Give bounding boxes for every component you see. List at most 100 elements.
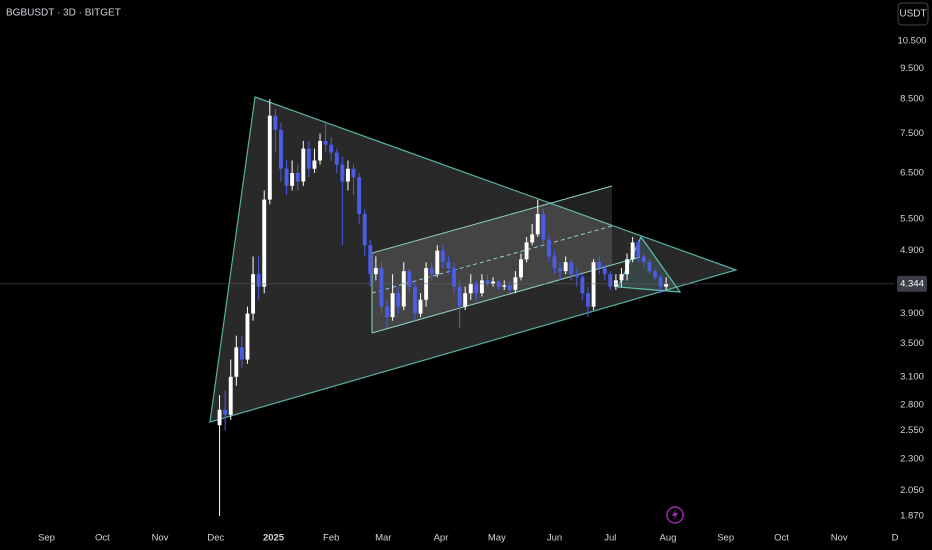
x-tick-label: Apr: [434, 533, 449, 544]
candle-body: [519, 259, 523, 278]
plot: [217, 99, 669, 516]
y-tick-label: 9.500: [900, 63, 924, 74]
candle-body: [457, 286, 462, 307]
x-tick-label: Oct: [95, 533, 110, 544]
candle-body: [647, 262, 652, 272]
candle-body: [290, 172, 295, 186]
x-tick-label: Nov: [831, 533, 848, 544]
x-tick-label: 2025: [263, 533, 285, 544]
candle-body: [586, 293, 590, 307]
last-price-label: 4.344: [900, 278, 924, 289]
y-tick-label: 8.500: [900, 94, 924, 105]
candle-body: [569, 262, 574, 275]
y-tick-label: 1.870: [900, 510, 924, 521]
candle-body: [340, 164, 345, 182]
x-tick-label: Jun: [547, 533, 562, 544]
y-tick-label: 3.900: [900, 308, 924, 319]
channel-upper: [371, 185, 613, 254]
candle-body: [334, 152, 339, 165]
candle-body: [223, 409, 228, 415]
y-tick-label: 7.500: [900, 128, 924, 139]
y-tick-label: 2.300: [900, 453, 924, 464]
candle-body: [429, 268, 434, 275]
candle-body: [357, 177, 362, 214]
candle-body: [653, 271, 657, 278]
candle-body: [591, 262, 596, 307]
candle-body: [625, 259, 630, 275]
candle-body: [541, 213, 546, 240]
x-tick-label: May: [488, 533, 506, 544]
lightning-icon[interactable]: [666, 506, 684, 524]
y-tick-label: 3.100: [900, 371, 924, 382]
candle-body: [552, 256, 557, 269]
candle-body: [368, 245, 373, 275]
x-tick-label: Feb: [323, 533, 339, 544]
x-tick-label: D: [892, 533, 899, 544]
candle-body: [641, 256, 646, 263]
candle-body: [279, 129, 283, 169]
channel-area: [372, 186, 612, 333]
candle-body: [323, 140, 328, 145]
candle-body: [306, 148, 311, 169]
candle-body: [312, 160, 317, 169]
y-tick-label: 2.800: [900, 399, 924, 410]
candle-body: [385, 306, 389, 318]
candle-body: [574, 274, 579, 278]
candle-body: [273, 115, 278, 130]
candle-body: [362, 213, 367, 246]
candle-body: [513, 277, 518, 290]
x-tick-label: Jul: [604, 533, 616, 544]
x-tick-label: Mar: [375, 533, 391, 544]
currency-button[interactable]: USDT: [897, 2, 929, 26]
candle-body: [613, 280, 618, 287]
candle-body: [396, 293, 401, 307]
currency-label[interactable]: USDT: [899, 9, 926, 20]
candle-body: [256, 274, 261, 287]
candle-body: [491, 281, 496, 284]
candle-body: [262, 199, 267, 287]
candle-body: [535, 213, 540, 235]
x-tick-label: Aug: [660, 533, 677, 544]
candle-body: [407, 271, 412, 287]
x-tick-label: Sep: [38, 533, 55, 544]
y-tick-label: 10.500: [897, 35, 926, 46]
candle-body: [329, 144, 334, 153]
candle-body: [217, 409, 222, 426]
icon-bolt[interactable]: [672, 509, 678, 521]
x-tick-label: Dec: [207, 533, 224, 544]
candle-body: [440, 250, 445, 263]
x-tick-label: Nov: [152, 533, 169, 544]
y-tick-label: 2.050: [900, 485, 924, 496]
candle-body: [558, 268, 563, 272]
candle-body: [239, 347, 244, 360]
candle-body: [524, 242, 529, 260]
y-tick-label: 3.500: [900, 338, 924, 349]
y-tick-label: 2.550: [900, 425, 924, 436]
candle-body: [546, 239, 551, 257]
candle-body: [664, 283, 669, 287]
candle-body: [245, 313, 250, 360]
candle-body: [468, 283, 473, 294]
candle-body: [636, 242, 641, 257]
last-price-box: [897, 275, 927, 292]
candle-body: [658, 277, 663, 287]
candle-body: [267, 115, 272, 200]
button-frame[interactable]: [897, 2, 929, 26]
icon-ring[interactable]: [666, 506, 684, 524]
candle-body: [379, 268, 384, 307]
y-tick-label: 5.500: [900, 213, 924, 224]
candle-body: [530, 234, 535, 243]
candle-body: [284, 168, 289, 186]
candle-body: [630, 242, 635, 260]
candle-body: [373, 268, 378, 275]
candle-body: [446, 262, 451, 269]
candle-body: [390, 293, 395, 318]
candle-body: [452, 268, 456, 287]
y-tick-label: 4.900: [900, 245, 924, 256]
candle-body: [295, 172, 300, 182]
x-tick-label: Oct: [774, 533, 789, 544]
candle-body: [619, 274, 624, 281]
candle-body: [602, 268, 607, 275]
